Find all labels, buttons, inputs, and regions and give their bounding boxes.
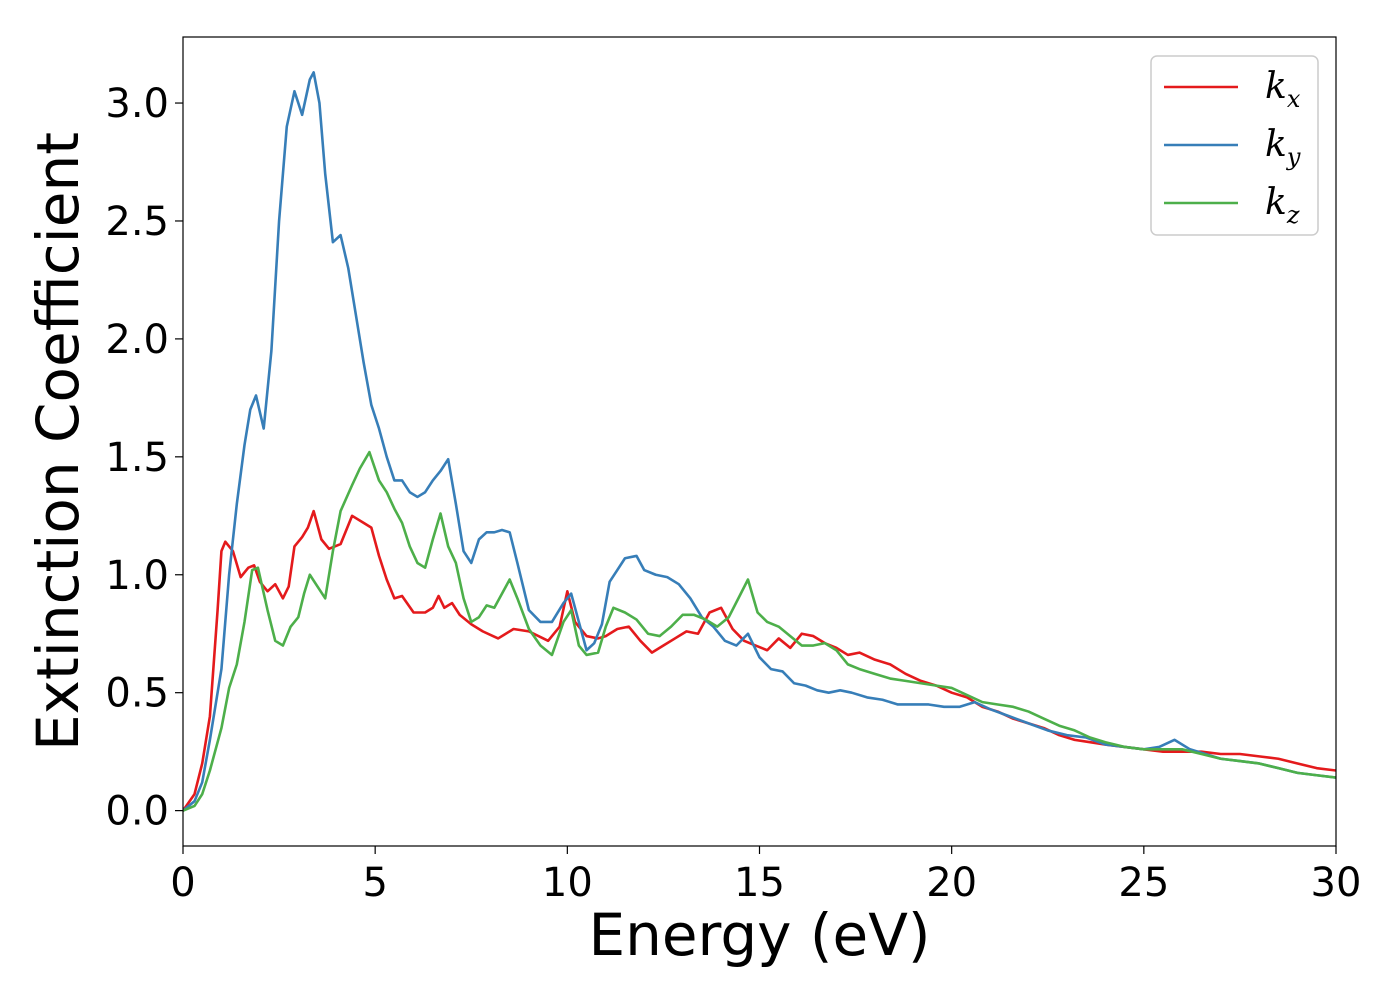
series-line-kx bbox=[183, 509, 1336, 812]
y-axis: 0.0 0.5 1.0 1.5 2.0 2.5 3.0 bbox=[105, 81, 183, 835]
x-axis: 0 5 10 15 20 25 30 bbox=[170, 846, 1361, 906]
y-tick-label: 1.5 bbox=[105, 435, 169, 481]
legend-label-kz: kz bbox=[1265, 182, 1300, 229]
x-axis-label: Energy (eV) bbox=[588, 901, 930, 969]
x-tick-label: 20 bbox=[926, 860, 977, 906]
y-axis-label: Extinction Coefficient bbox=[24, 132, 92, 751]
y-tick-label: 2.0 bbox=[105, 317, 169, 363]
series-layer bbox=[183, 71, 1336, 812]
y-tick-label: 0.5 bbox=[105, 671, 169, 717]
x-tick-label: 15 bbox=[734, 860, 785, 906]
y-tick-label: 1.0 bbox=[105, 553, 169, 599]
x-tick-label: 0 bbox=[170, 860, 195, 906]
y-tick-label: 2.5 bbox=[105, 199, 169, 245]
x-tick-label: 10 bbox=[542, 860, 593, 906]
series-line-ky bbox=[183, 71, 1336, 812]
x-tick-label: 5 bbox=[362, 860, 387, 906]
y-tick-label: 0.0 bbox=[105, 789, 169, 835]
x-tick-label: 30 bbox=[1311, 860, 1362, 906]
y-tick-label: 3.0 bbox=[105, 81, 169, 127]
x-tick-label: 25 bbox=[1118, 860, 1169, 906]
series-line-kz bbox=[183, 450, 1336, 812]
